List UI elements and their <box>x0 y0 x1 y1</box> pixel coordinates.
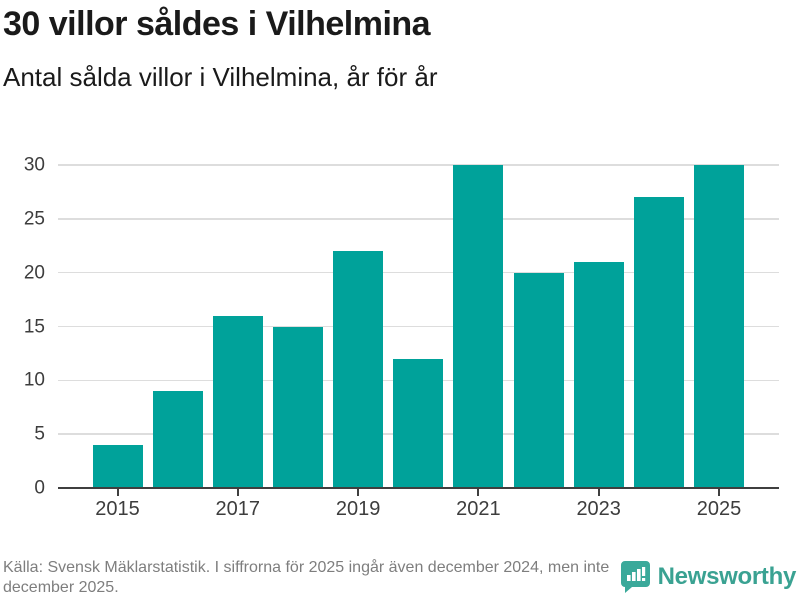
bar-2017 <box>212 315 263 488</box>
y-tick-label-30: 30 <box>23 154 45 176</box>
bar-2023 <box>573 261 624 488</box>
y-tick-label-5: 5 <box>34 423 45 445</box>
y-tick-label-10: 10 <box>23 369 45 391</box>
x-axis-ticks: 2015 2017 2019 2021 2023 2025 <box>58 489 779 529</box>
x-tick-2023 <box>597 489 600 496</box>
x-tick-2015 <box>116 489 119 496</box>
bar-2015 <box>92 444 143 488</box>
y-tick-label-15: 15 <box>23 316 45 337</box>
bar-2018 <box>272 326 323 488</box>
bar-2020 <box>393 358 444 488</box>
newsworthy-logo[interactable]: Newsworthy <box>620 560 796 594</box>
gridline-15 <box>58 325 779 328</box>
x-tick-2017 <box>236 489 239 496</box>
gridline-25 <box>58 218 779 220</box>
x-tick-label-2015: 2015 <box>95 498 140 520</box>
gridline-20 <box>58 271 779 274</box>
y-tick-label-0: 0 <box>34 477 45 499</box>
source-note: Källa: Svensk Mäklarstatistik. I siffror… <box>3 559 610 596</box>
chart-subtitle: Antal sålda villor i Vilhelmina, år för … <box>3 62 438 92</box>
plot-area <box>58 164 779 488</box>
newsworthy-icon <box>620 560 651 594</box>
x-axis-line <box>58 486 779 489</box>
bar-2016 <box>152 391 203 488</box>
gridline-30 <box>58 164 779 166</box>
page-title: 30 villor såldes i Vilhelmina <box>3 5 431 43</box>
bar-2022 <box>513 272 564 488</box>
y-tick-label-25: 25 <box>23 208 45 230</box>
x-tick-label-2019: 2019 <box>335 498 381 520</box>
y-axis-labels: 0 5 10 15 20 25 30 <box>0 156 45 498</box>
bar-2024 <box>633 197 684 488</box>
x-tick-2019 <box>357 489 360 496</box>
y-tick-label-20: 20 <box>23 262 45 284</box>
x-tick-2025 <box>718 489 720 496</box>
bar-2021 <box>453 165 504 488</box>
x-tick-label-2021: 2021 <box>456 498 501 520</box>
x-tick-2021 <box>477 489 480 496</box>
x-tick-label-2023: 2023 <box>576 498 621 520</box>
x-tick-label-2017: 2017 <box>215 498 261 520</box>
bar-2025 <box>694 165 744 488</box>
newsworthy-wordmark: Newsworthy <box>657 563 797 590</box>
bar-2019 <box>333 251 384 488</box>
x-tick-label-2025: 2025 <box>696 498 742 520</box>
